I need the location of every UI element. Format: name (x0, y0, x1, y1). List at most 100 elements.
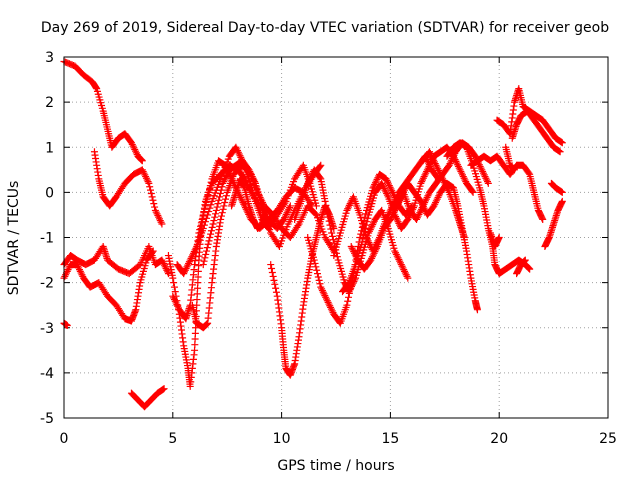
data-point-marker (286, 202, 294, 210)
data-point-marker (435, 192, 443, 200)
data-point-marker (151, 206, 159, 214)
data-point-marker (344, 297, 352, 305)
data-point-marker (404, 215, 412, 223)
data-point-marker (212, 210, 220, 218)
data-point-marker (185, 259, 193, 267)
data-point-marker (510, 166, 518, 174)
data-point-marker (484, 179, 492, 187)
data-point-marker (432, 199, 440, 207)
data-point-marker (148, 248, 156, 256)
data-point-marker (74, 262, 82, 270)
data-point-marker (311, 210, 319, 218)
data-point-marker (370, 219, 378, 227)
data-point-marker (189, 249, 197, 257)
data-point-marker (213, 203, 221, 211)
data-point-marker (233, 145, 241, 153)
data-point-marker (381, 186, 389, 194)
data-point-marker (160, 261, 168, 269)
data-point-marker (399, 264, 407, 272)
data-point-marker (321, 292, 329, 300)
data-point-marker (143, 176, 151, 184)
data-point-marker (139, 168, 147, 176)
series-arc-26 (513, 256, 529, 278)
data-point-marker (202, 199, 210, 207)
data-point-marker (435, 168, 443, 176)
data-point-marker (344, 280, 352, 288)
data-point-marker (455, 164, 463, 172)
data-point-marker (385, 182, 393, 190)
data-point-marker (330, 239, 338, 247)
data-point-marker (271, 280, 279, 288)
data-point-marker (281, 214, 289, 222)
data-point-marker (210, 217, 218, 225)
series-arc-24 (508, 107, 564, 156)
series-arc-4 (60, 247, 157, 325)
data-point-marker (235, 150, 243, 158)
data-point-marker (392, 249, 400, 257)
data-point-marker (372, 177, 380, 185)
x-tick-label: 5 (168, 431, 177, 447)
data-point-marker (148, 193, 156, 201)
data-point-marker (155, 215, 163, 223)
data-point-marker (461, 176, 469, 184)
data-point-marker (394, 254, 402, 262)
data-point-marker (151, 203, 159, 211)
data-point-marker (419, 202, 427, 210)
data-point-marker (169, 274, 177, 282)
data-point-marker (426, 161, 434, 169)
data-point-marker (155, 213, 163, 221)
series-arc-22 (467, 152, 547, 223)
series-arc-2 (90, 148, 166, 228)
data-point-marker (173, 301, 181, 309)
data-point-marker (312, 263, 320, 271)
data-point-marker (442, 182, 450, 190)
data-point-marker (418, 201, 426, 209)
series-arc-20 (419, 148, 468, 241)
data-point-marker (405, 214, 413, 222)
data-point-marker (397, 193, 405, 201)
data-point-marker (395, 255, 403, 263)
data-point-marker (380, 184, 388, 192)
data-point-marker (145, 179, 153, 187)
data-points (60, 58, 566, 411)
data-point-marker (199, 212, 207, 220)
data-point-marker (420, 204, 428, 212)
data-point-marker (389, 210, 397, 218)
data-point-marker (438, 173, 446, 181)
data-point-marker (346, 285, 354, 293)
data-point-marker (556, 148, 564, 156)
data-point-marker (372, 246, 380, 254)
data-point-marker (396, 196, 404, 204)
data-point-marker (267, 261, 275, 269)
data-point-marker (368, 254, 376, 262)
data-point-marker (147, 190, 155, 198)
data-point-marker (312, 202, 320, 210)
data-point-marker (201, 202, 209, 210)
data-point-marker (262, 206, 270, 214)
data-point-marker (396, 195, 404, 203)
data-point-marker (394, 218, 402, 226)
data-point-marker (558, 188, 566, 196)
data-point-marker (460, 234, 468, 241)
data-point-marker (218, 209, 226, 217)
data-point-marker (217, 215, 225, 223)
data-point-marker (181, 266, 189, 274)
data-point-marker (379, 183, 387, 191)
data-point-marker (313, 266, 321, 274)
data-point-marker (73, 261, 81, 269)
x-tick-label: 0 (60, 431, 69, 447)
data-point-marker (146, 186, 154, 194)
data-point-marker (207, 227, 215, 235)
data-point-marker (444, 187, 452, 195)
data-point-marker (558, 139, 566, 147)
data-point-marker (325, 300, 333, 308)
data-point-marker (234, 147, 242, 155)
data-point-marker (75, 264, 83, 272)
data-point-marker (182, 265, 190, 273)
data-point-marker (391, 206, 399, 214)
data-point-marker (205, 237, 213, 245)
x-axis-label: GPS time / hours (277, 458, 394, 474)
data-point-marker (422, 195, 430, 203)
data-point-marker (170, 283, 178, 291)
data-point-marker (391, 247, 399, 255)
